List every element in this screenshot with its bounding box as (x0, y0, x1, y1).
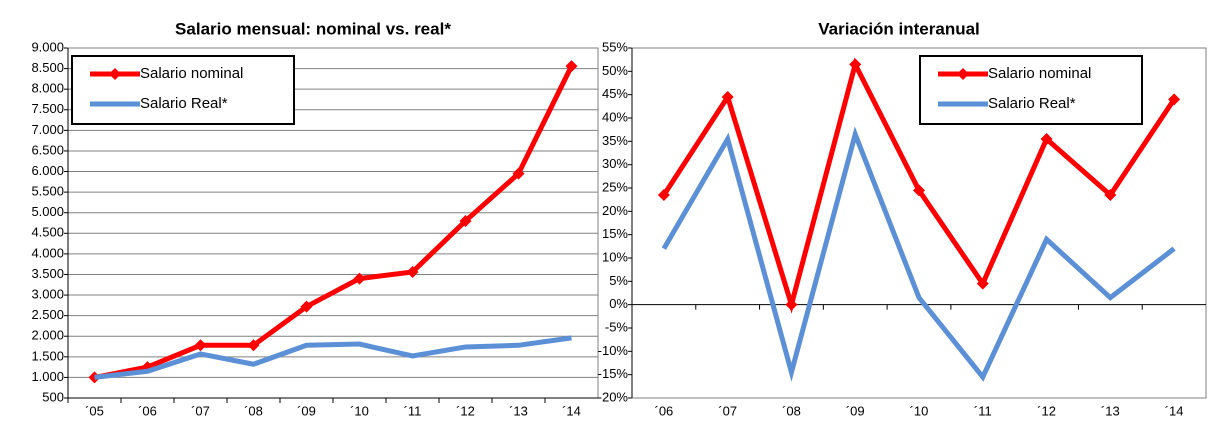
y-tick-label: 1.000 (31, 369, 64, 384)
legend-label: Salario nominal (988, 65, 1091, 82)
y-tick-label: -20% (598, 389, 629, 404)
y-tick-label: 8.500 (31, 60, 64, 75)
y-tick-label: 2.000 (31, 328, 64, 343)
y-tick-label: -5% (605, 319, 629, 334)
y-tick-label: 10% (602, 249, 628, 264)
x-tick-label: ´14 (562, 403, 581, 418)
y-tick-label: 6.500 (31, 142, 64, 157)
point-marker (1040, 133, 1053, 145)
y-tick-label: 8.000 (31, 81, 64, 96)
legend-label: Salario Real* (140, 95, 228, 112)
x-tick-label: ´09 (846, 403, 865, 418)
chart-title: Salario mensual: nominal vs. real* (175, 19, 451, 38)
x-tick-label: ´10 (350, 403, 369, 418)
point-marker (194, 339, 207, 352)
y-tick-label: 20% (602, 203, 628, 218)
legend-marker (109, 68, 121, 80)
point-marker (657, 189, 670, 201)
series-line (661, 126, 1176, 382)
x-tick-label: ´08 (782, 403, 801, 418)
y-tick-label: 30% (602, 156, 628, 171)
x-tick-label: ´13 (1101, 403, 1120, 418)
y-tick-label: 1.500 (31, 348, 64, 363)
point-marker (913, 184, 925, 197)
y-tick-label: 4.500 (31, 225, 64, 240)
point-marker (300, 300, 313, 313)
y-tick-label: -10% (598, 343, 629, 358)
chart-title: Variación interanual (818, 19, 980, 38)
point-marker (459, 214, 472, 227)
y-tick-label: 45% (602, 86, 628, 101)
x-tick-label: ´07 (718, 403, 737, 418)
y-tick-label: 3.500 (31, 266, 64, 281)
x-tick-label: ´14 (1165, 403, 1184, 418)
x-tick-label: ´06 (654, 403, 673, 418)
point-marker (565, 60, 578, 73)
x-tick-label: ´12 (456, 403, 475, 418)
y-tick-label: 7.500 (31, 101, 64, 116)
point-marker (721, 91, 734, 103)
y-tick-label: -15% (598, 366, 629, 381)
x-tick-label: ´11 (974, 403, 992, 418)
x-tick-label: ´10 (910, 403, 929, 418)
legend-label: Salario nominal (140, 65, 243, 82)
legend-box (919, 55, 1143, 125)
point-marker (785, 298, 798, 311)
y-tick-label: 40% (602, 109, 628, 124)
point-marker (512, 167, 525, 180)
y-tick-label: 5.500 (31, 184, 64, 199)
point-marker (976, 277, 989, 290)
point-marker (406, 266, 419, 278)
x-tick-label: ´12 (1037, 403, 1056, 418)
y-tick-label: 15% (602, 226, 628, 241)
y-tick-label: 2.500 (31, 307, 64, 322)
point-marker (353, 272, 366, 285)
x-tick-label: ´05 (85, 403, 104, 418)
x-tick-label: ´09 (297, 403, 316, 418)
x-tick-label: ´13 (509, 403, 528, 418)
x-tick-label: ´06 (138, 403, 157, 418)
x-tick-label: ´11 (404, 403, 422, 418)
x-tick-label: ´07 (191, 403, 210, 418)
y-tick-label: 9.000 (31, 39, 64, 54)
y-tick-label: 35% (602, 133, 628, 148)
legend-box (71, 55, 295, 125)
y-tick-label: 7.000 (31, 122, 64, 137)
y-tick-label: 3.000 (31, 286, 64, 301)
y-tick-label: 55% (602, 39, 628, 54)
y-tick-label: 5.000 (31, 204, 64, 219)
point-marker (247, 339, 260, 352)
legend-label: Salario Real* (988, 95, 1076, 112)
y-tick-label: 5% (609, 273, 628, 288)
point-marker (1104, 189, 1117, 201)
point-marker (849, 58, 862, 71)
series-line (94, 65, 574, 380)
y-tick-label: 0% (609, 296, 628, 311)
y-tick-label: 50% (602, 63, 628, 78)
y-tick-label: 6.000 (31, 163, 64, 178)
y-tick-label: 25% (602, 179, 628, 194)
series-line (94, 335, 572, 380)
legend-marker (957, 68, 969, 80)
y-tick-label: 4.000 (31, 245, 64, 260)
point-marker (1168, 93, 1181, 106)
x-tick-label: ´08 (244, 403, 263, 418)
y-tick-label: 500 (42, 389, 64, 404)
